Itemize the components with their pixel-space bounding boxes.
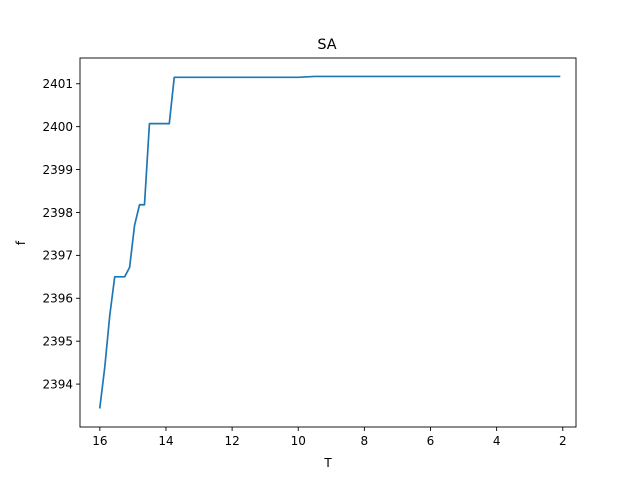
y-tick-label: 2395 [42,334,73,348]
y-tick-label: 2397 [42,249,73,263]
x-tick-label: 16 [92,434,107,448]
x-axis-ticks: 16 14 12 10 8 6 4 2 [92,427,567,448]
x-tick-label: 4 [493,434,501,448]
y-axis-label: f [14,240,28,245]
x-tick-label: 6 [427,434,435,448]
y-tick-label: 2400 [42,120,73,134]
y-tick-label: 2398 [42,206,73,220]
plot-frame [79,57,577,428]
x-tick-label: 2 [559,434,567,448]
x-axis-label: T [323,456,332,470]
y-tick-label: 2399 [42,163,73,177]
x-tick-label: 14 [158,434,173,448]
x-tick-label: 10 [291,434,306,448]
y-tick-label: 2396 [42,292,73,306]
y-axis-ticks: 2394 2395 2396 2397 2398 2399 2400 2401 [42,77,80,391]
x-tick-label: 8 [361,434,369,448]
x-tick-label: 12 [224,434,239,448]
y-tick-label: 2394 [42,377,73,391]
y-tick-label: 2401 [42,77,73,91]
chart-title: SA [317,37,336,53]
series-line [98,75,561,409]
